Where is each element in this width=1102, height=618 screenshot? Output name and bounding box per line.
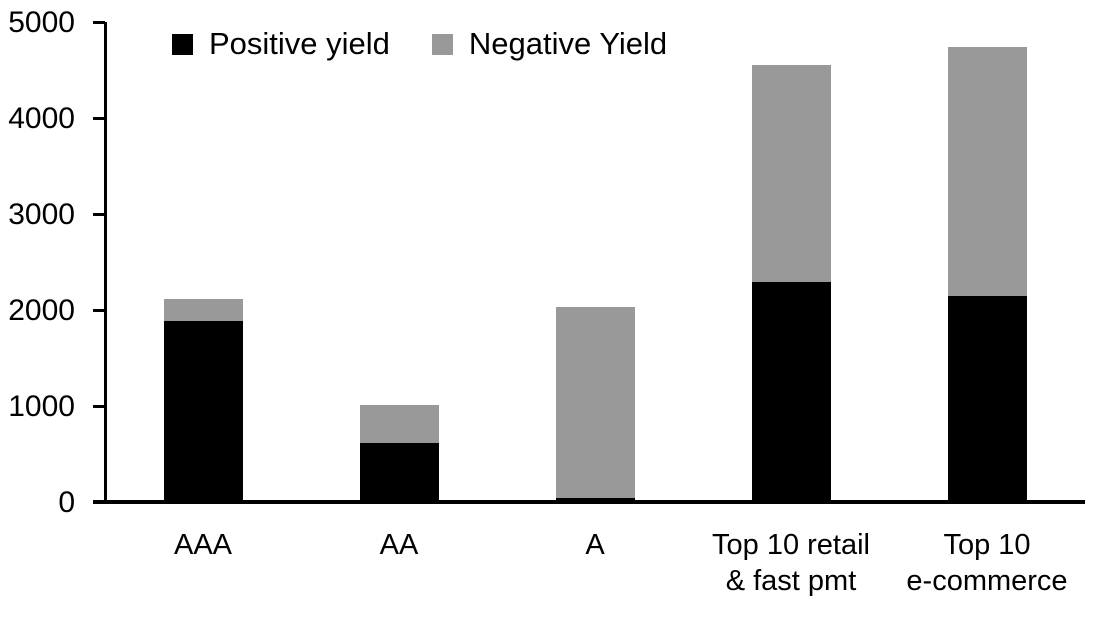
y-axis-tick-5000 [93,21,105,24]
x-axis-category-label-1: AAA [173,529,233,561]
chart-legend: Positive yield Negative Yield [172,24,667,64]
y-axis-tick-label-5000: 5000 [8,5,75,39]
y-axis-tick-label-4000: 4000 [8,101,75,135]
y-axis-tick-label-2000: 2000 [8,293,75,327]
y-axis-tick-2000 [93,309,105,313]
x-axis-category-label-3: A [585,529,605,561]
y-axis-line [104,22,107,503]
negative-yield-swatch-icon [431,33,453,55]
x-axis-category-label-4: Top 10 retail & fast pmt [712,529,870,597]
bar-segment-positive-yield-4 [751,281,831,503]
bar-segment-positive-yield-2 [359,442,439,503]
y-axis-tick-3000 [93,213,105,217]
bar-segment-negative-yield-5 [947,46,1027,297]
x-axis-category-label-2: AA [379,529,419,561]
positive-yield-swatch-icon [172,33,193,55]
bar-segment-negative-yield-4 [751,65,831,282]
y-axis-tick-1000 [93,405,105,409]
legend-label-negative-yield: Negative Yield [468,26,668,61]
bar-segment-negative-yield-2 [359,405,439,443]
bar-segment-negative-yield-3 [555,306,635,498]
y-axis-tick-label-0: 0 [58,485,75,519]
y-axis-tick-label-3000: 3000 [8,197,75,231]
x-axis-category-label-5: Top 10 e-commerce [906,529,1068,597]
legend-item-negative-yield: Negative Yield [431,24,668,64]
legend-label-positive-yield: Positive yield [209,26,390,61]
bar-segment-positive-yield-3 [555,497,635,503]
bar-segment-negative-yield-1 [163,298,243,322]
bar-segment-positive-yield-5 [947,296,1027,503]
y-axis-tick-4000 [93,117,105,121]
legend-item-positive-yield: Positive yield [172,24,390,64]
y-axis-tick-label-1000: 1000 [8,389,75,423]
bar-segment-positive-yield-1 [163,321,243,503]
